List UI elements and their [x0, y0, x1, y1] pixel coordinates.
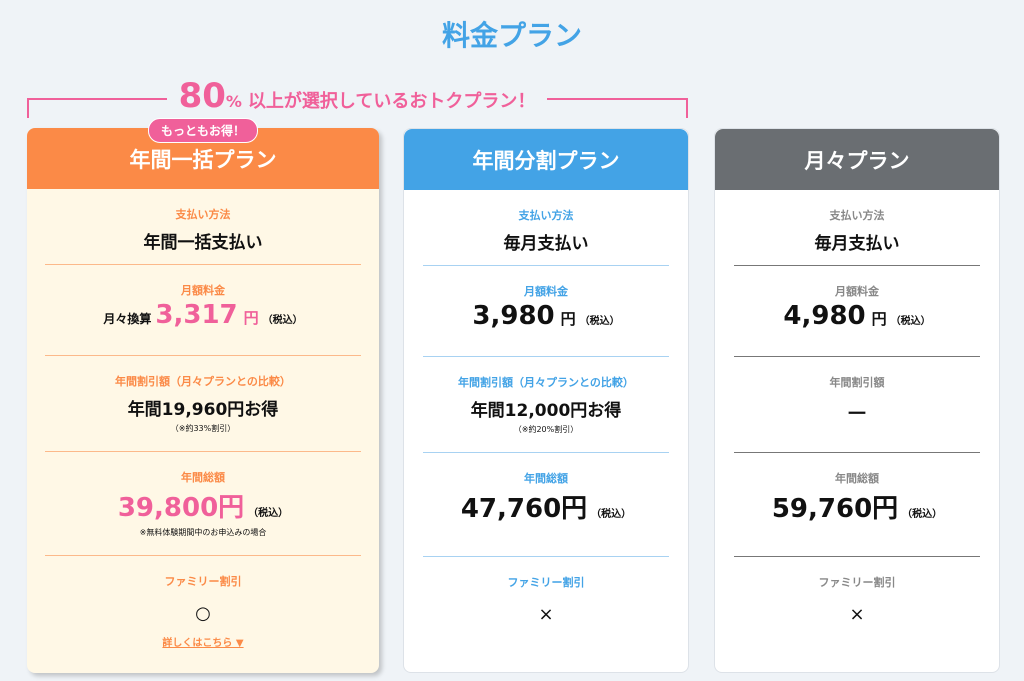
monthly-label: 月額料金: [524, 285, 568, 298]
page-title: 料金プラン: [441, 19, 582, 52]
family-unavailable-icon: ×: [538, 604, 554, 625]
payment-label: 支払い方法: [518, 209, 574, 222]
monthly-label: 月額料金: [835, 285, 879, 298]
promo-percent: %: [225, 92, 242, 111]
plan-card-annual-lump: もっともお得！ 年間一括プラン 支払い方法 年間一括支払い 月額料金 月々換算 3,…: [27, 118, 379, 673]
total-price: 47,760円: [460, 494, 588, 524]
payment-value: 年間一括支払い: [143, 233, 263, 253]
family-label: ファミリー割引: [818, 576, 896, 589]
total-label: 年間総額: [835, 472, 879, 485]
discount-label: 年間割引額（月々プランとの比較）: [458, 376, 634, 389]
payment-value: 毎月支払い: [503, 234, 589, 254]
details-link[interactable]: 詳しくはこちら ▼: [162, 638, 244, 649]
monthly-price: 3,317: [155, 300, 238, 330]
tax-note: （税込）: [579, 316, 620, 327]
family-label: ファミリー割引: [164, 575, 242, 588]
family-unavailable-icon: ×: [849, 604, 865, 625]
promo-number: 80: [178, 76, 226, 116]
total-price: 39,800円: [117, 493, 245, 523]
tax-note: （税込）: [902, 509, 943, 520]
plan-card-monthly: 月々プラン 支払い方法 毎月支払い 月額料金 4,980 円（税込） 年間割引額－…: [714, 128, 1000, 673]
plan-card-annual-installment: 年間分割プラン 支払い方法 毎月支払い 月額料金 3,980 円（税込） 年間割引…: [403, 128, 689, 673]
discount-label: 年間割引額（月々プランとの比較）: [115, 375, 291, 388]
tax-note: （税込）: [890, 316, 931, 327]
discount-note: （※約33%割引）: [170, 424, 236, 433]
total-note: ※無料体験期間中のお申込みの場合: [139, 528, 267, 537]
payment-label: 支払い方法: [829, 209, 885, 222]
yen-unit: 円: [560, 310, 576, 328]
total-price: 59,760円: [771, 494, 899, 524]
monthly-price: 4,980: [783, 301, 866, 331]
plan-name: 年間分割プラン: [404, 129, 688, 190]
monthly-label: 月額料金: [181, 284, 225, 297]
discount-value: 年間12,000円お得: [470, 401, 622, 421]
yen-unit: 円: [243, 309, 259, 327]
best-value-badge: もっともお得！: [147, 118, 259, 143]
total-label: 年間総額: [524, 472, 568, 485]
payment-label: 支払い方法: [175, 208, 231, 221]
tax-note: （税込）: [262, 315, 303, 326]
total-label: 年間総額: [181, 471, 225, 484]
discount-label: 年間割引額: [829, 376, 885, 389]
family-available-icon: ○: [195, 603, 211, 624]
family-label: ファミリー割引: [507, 576, 585, 589]
yen-unit: 円: [871, 310, 887, 328]
payment-value: 毎月支払い: [814, 234, 900, 254]
promo-banner: 80% 以上が選択しているおトクプラン！: [0, 76, 714, 116]
discount-value: －: [845, 402, 868, 427]
monthly-price: 3,980: [472, 301, 555, 331]
discount-value: 年間19,960円お得: [127, 400, 279, 420]
tax-note: （税込）: [591, 509, 632, 520]
promo-text: 以上が選択しているおトクプラン！: [247, 91, 536, 112]
tax-note: （税込）: [248, 508, 289, 519]
plan-name: 月々プラン: [715, 129, 999, 190]
discount-note: （※約20%割引）: [513, 425, 579, 434]
monthly-prefix: 月々換算: [103, 312, 152, 326]
